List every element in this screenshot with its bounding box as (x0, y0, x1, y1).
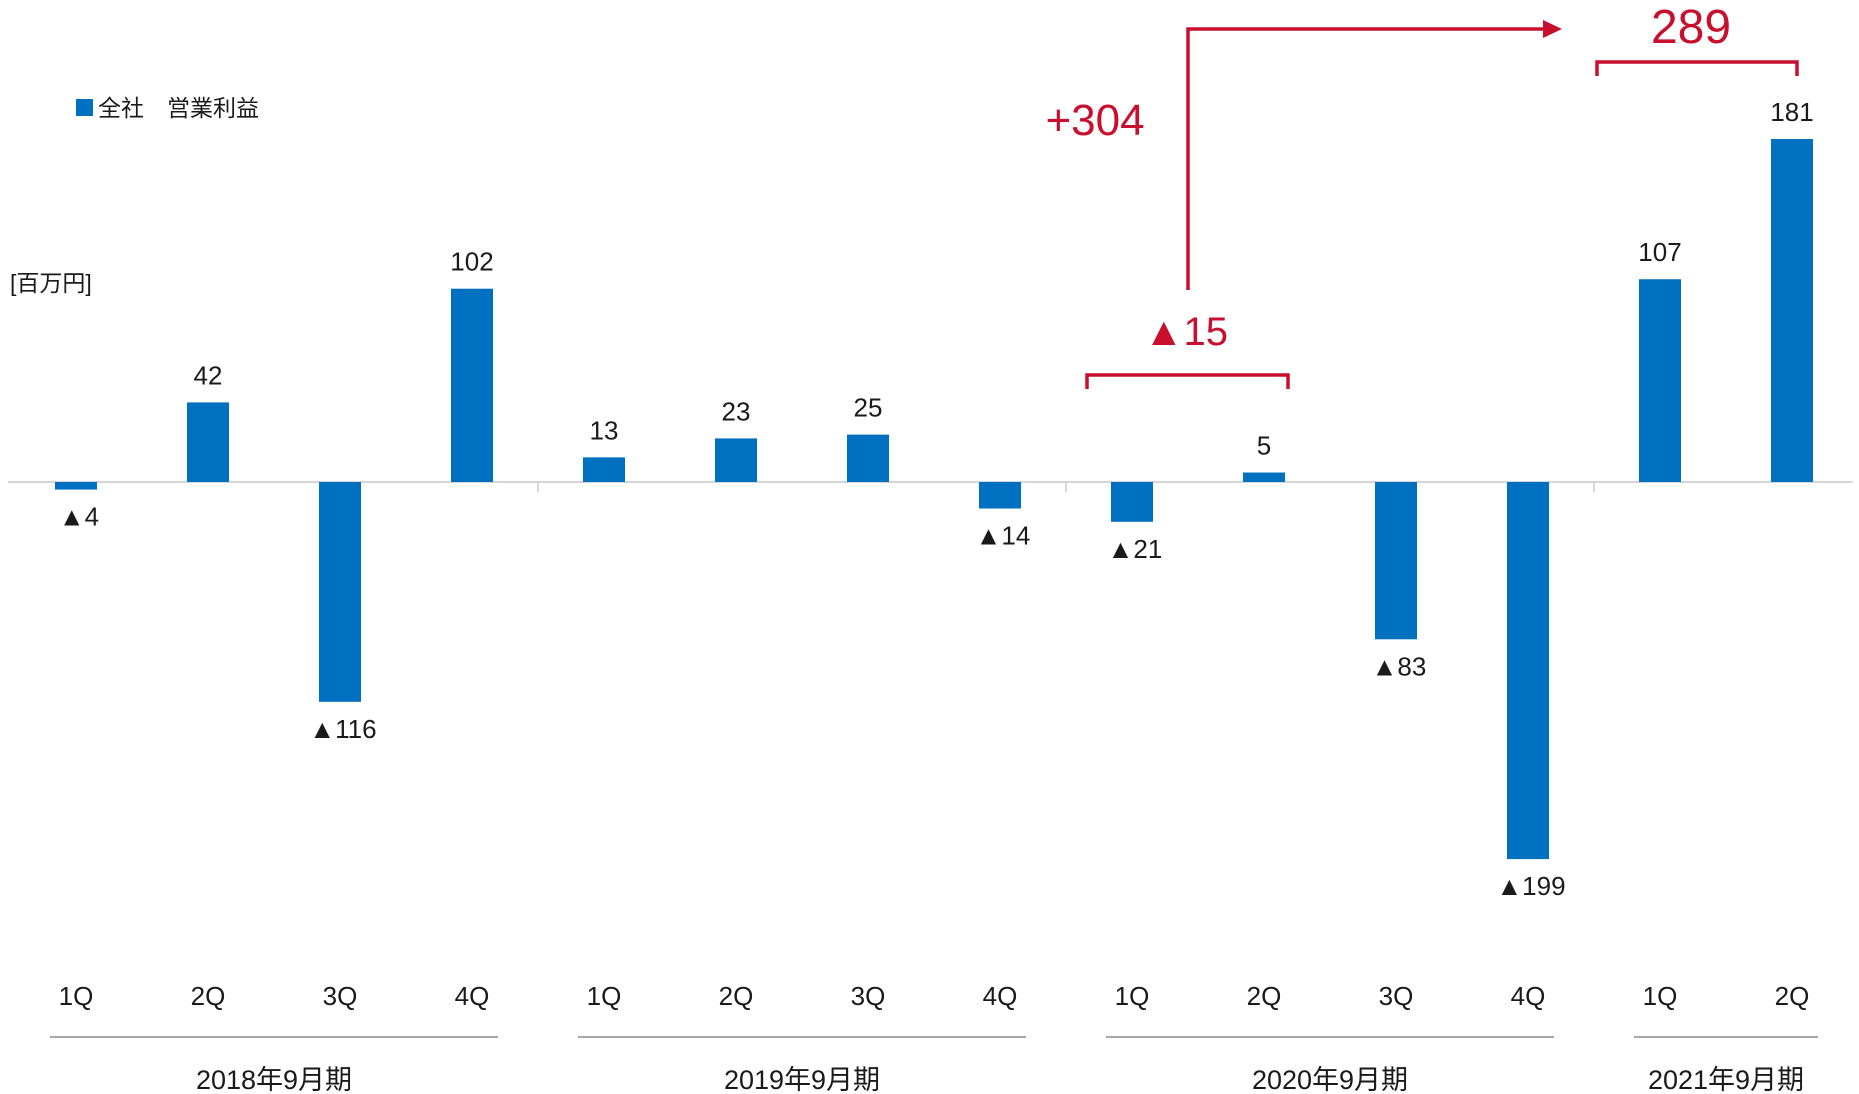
bar (1375, 482, 1417, 640)
bar (847, 434, 889, 482)
value-label: 23 (722, 396, 751, 426)
quarter-labels: 1Q 2Q 3Q 4Q 1Q 2Q 3Q 4Q 1Q 2Q 3Q 4Q 1Q 2Q (59, 981, 1810, 1011)
bar (451, 288, 493, 482)
period-label: 2018年9月期 (196, 1065, 352, 1094)
bracket-2020-h1 (1085, 373, 1290, 389)
bars-group (55, 139, 1813, 860)
value-label: ▲116 (309, 714, 376, 744)
tick-label: 4Q (1511, 981, 1546, 1011)
tick-label: 1Q (59, 981, 94, 1011)
value-label: 42 (194, 360, 223, 390)
tick-label: 2Q (1775, 981, 1810, 1011)
bar (187, 402, 229, 482)
tick-label: 2Q (191, 981, 226, 1011)
change-connector-line (1186, 27, 1545, 290)
bar (319, 482, 361, 702)
tick-label: 3Q (323, 981, 358, 1011)
value-label: ▲4 (59, 502, 99, 532)
bar (715, 438, 757, 482)
arrow-head-icon (1543, 20, 1562, 38)
value-label: ▲199 (1496, 871, 1565, 901)
period-separators (537, 482, 1595, 492)
value-labels-group: ▲4 42 ▲116 102 13 23 25 ▲14 ▲21 5 ▲83 ▲199 107 181 (59, 97, 1814, 901)
change-label: +304 (1045, 96, 1144, 145)
tick-label: 1Q (1115, 981, 1150, 1011)
tick-label: 1Q (1643, 981, 1678, 1011)
bar (1771, 139, 1813, 482)
bar (55, 482, 97, 490)
legend: 全社 営業利益 (76, 95, 259, 121)
period-labels: 2018年9月期 2019年9月期 2020年9月期 2021年9月期 (196, 1065, 1804, 1094)
bar (1111, 482, 1153, 522)
value-label: 13 (590, 415, 619, 445)
value-label: 5 (1257, 431, 1271, 461)
total-2021-h1: 289 (1651, 1, 1731, 54)
bar (1639, 279, 1681, 482)
unit-label: [百万円] (10, 270, 92, 296)
period-label: 2020年9月期 (1252, 1065, 1408, 1094)
tick-label: 4Q (983, 981, 1018, 1011)
bar (1507, 482, 1549, 860)
legend-label: 全社 営業利益 (98, 95, 259, 121)
bracket-2021-h1 (1595, 60, 1799, 76)
legend-swatch (76, 99, 93, 116)
tick-label: 2Q (1247, 981, 1282, 1011)
annotations: ▲15 289 +304 (1045, 1, 1799, 389)
tick-label: 4Q (455, 981, 490, 1011)
tick-label: 2Q (719, 981, 754, 1011)
value-label: 102 (450, 247, 493, 277)
value-label: 107 (1638, 237, 1681, 267)
period-label: 2021年9月期 (1648, 1065, 1804, 1094)
value-label: 25 (854, 393, 883, 423)
tick-label: 3Q (851, 981, 886, 1011)
period-label: 2019年9月期 (724, 1065, 880, 1094)
value-label: ▲14 (976, 521, 1031, 551)
tick-label: 3Q (1379, 981, 1414, 1011)
bar (1243, 472, 1285, 482)
value-label: ▲21 (1108, 534, 1163, 564)
bar (583, 457, 625, 482)
tick-label: 1Q (587, 981, 622, 1011)
value-label: 181 (1770, 97, 1813, 127)
bar (979, 482, 1021, 509)
total-2020-h1: ▲15 (1144, 310, 1228, 354)
value-label: ▲83 (1372, 651, 1427, 681)
